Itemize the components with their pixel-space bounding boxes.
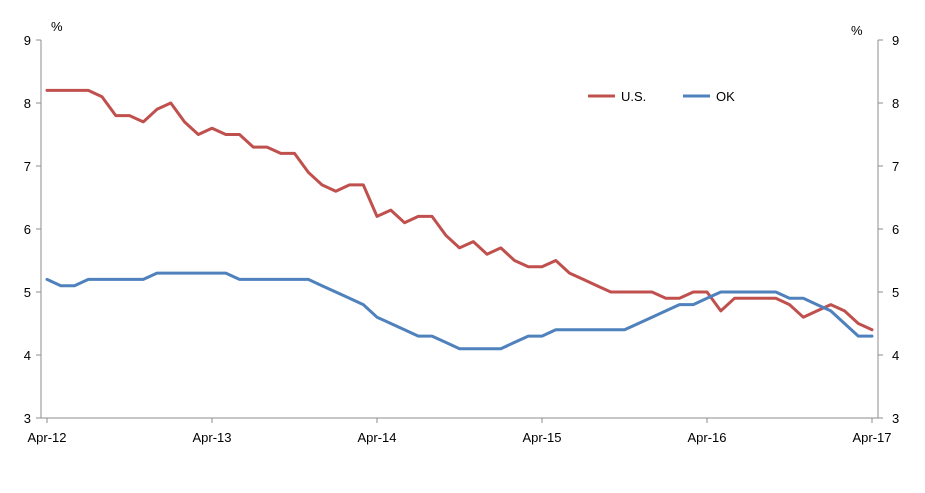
axes: 3 3 4 4 5 5 6 6 7 7 8 8 9 9 Apr-12 Apr-13 Apr-14 Apr-15 Ap… — [24, 33, 899, 445]
y-tick-label-left: 6 — [24, 222, 31, 237]
x-tick-label: Apr-13 — [192, 430, 231, 445]
series-line-us — [45, 88, 874, 332]
x-tick-label: Apr-12 — [27, 430, 66, 445]
legend: U.S. OK — [588, 89, 735, 104]
x-tick-label: Apr-17 — [852, 430, 891, 445]
y-tick-label-left: 8 — [24, 96, 31, 111]
y-tick-label-right: 3 — [892, 411, 899, 426]
y-tick-label-left: 7 — [24, 159, 31, 174]
y-tick-label-right: 5 — [892, 285, 899, 300]
x-tick-label: Apr-14 — [357, 430, 396, 445]
legend-label-ok: OK — [716, 89, 735, 104]
y-tick-label-left: 9 — [24, 33, 31, 48]
legend-label-us: U.S. — [621, 89, 646, 104]
y-axis-unit-left: % — [51, 19, 63, 34]
y-tick-label-right: 6 — [892, 222, 899, 237]
y-tick-label-right: 7 — [892, 159, 899, 174]
y-tick-label-right: 8 — [892, 96, 899, 111]
series-layer — [45, 88, 874, 351]
y-tick-label-right: 4 — [892, 348, 899, 363]
x-tick-label: Apr-16 — [687, 430, 726, 445]
y-tick-label-left: 3 — [24, 411, 31, 426]
x-tick-label: Apr-15 — [522, 430, 561, 445]
series-line-ok — [45, 271, 874, 351]
y-tick-label-right: 9 — [892, 33, 899, 48]
y-axis-unit-right: % — [851, 23, 863, 38]
y-tick-label-left: 4 — [24, 348, 31, 363]
y-tick-label-left: 5 — [24, 285, 31, 300]
